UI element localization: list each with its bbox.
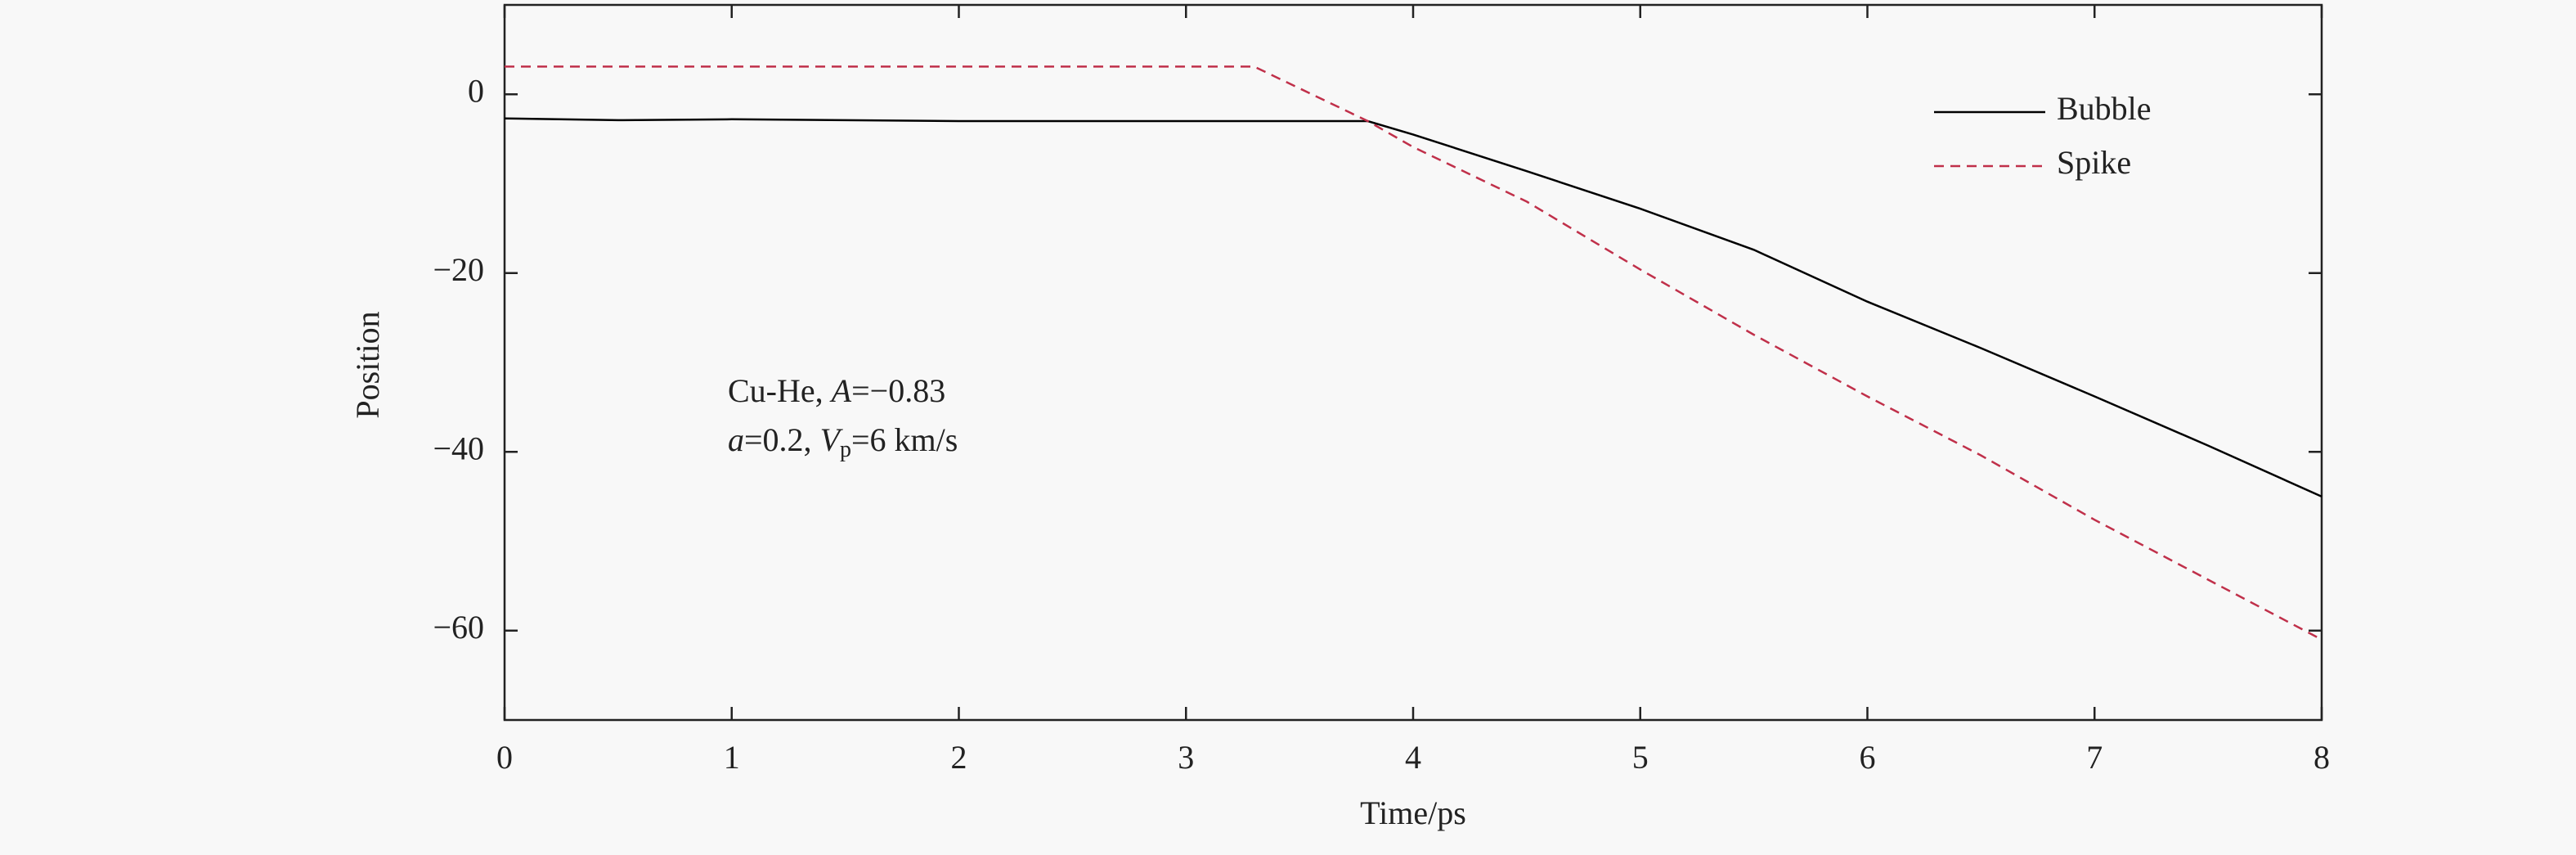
y-tick-label: −60 [433,609,484,646]
annotation-part: a [728,421,744,458]
annotation-part: A [829,372,852,409]
annotation-part: V [820,421,844,458]
x-tick-label: 6 [1860,739,1876,776]
x-tick-label: 2 [951,739,967,776]
legend-label: Spike [2057,144,2131,181]
x-axis-label: Time/ps [1360,794,1466,831]
y-tick-label: −40 [433,430,484,466]
legend-label: Bubble [2057,90,2152,127]
annotation: Cu-He, A=−0.83 [728,372,945,409]
series-line [505,65,2322,641]
y-tick-label: 0 [468,72,484,109]
annotation-part: =−0.83 [851,372,945,409]
x-tick-label: 1 [724,739,740,776]
annotation-part: p [840,437,851,462]
plot-frame [503,3,2323,722]
annotation-part: =0.2, [744,421,820,458]
y-axis-label: Position [349,311,386,418]
x-tick-label: 8 [2313,739,2330,776]
annotation-part: Cu-He, [728,372,832,409]
x-tick-label: 4 [1405,739,1421,776]
annotation: a=0.2, Vp=6 km/s [728,421,958,462]
x-tick-label: 5 [1632,739,1649,776]
y-tick-label: −20 [433,251,484,288]
annotation-part: =6 km/s [851,421,958,458]
x-tick-label: 7 [2086,739,2103,776]
x-tick-label: 3 [1178,739,1194,776]
series-line [504,117,2322,498]
x-tick-label: 0 [496,739,513,776]
